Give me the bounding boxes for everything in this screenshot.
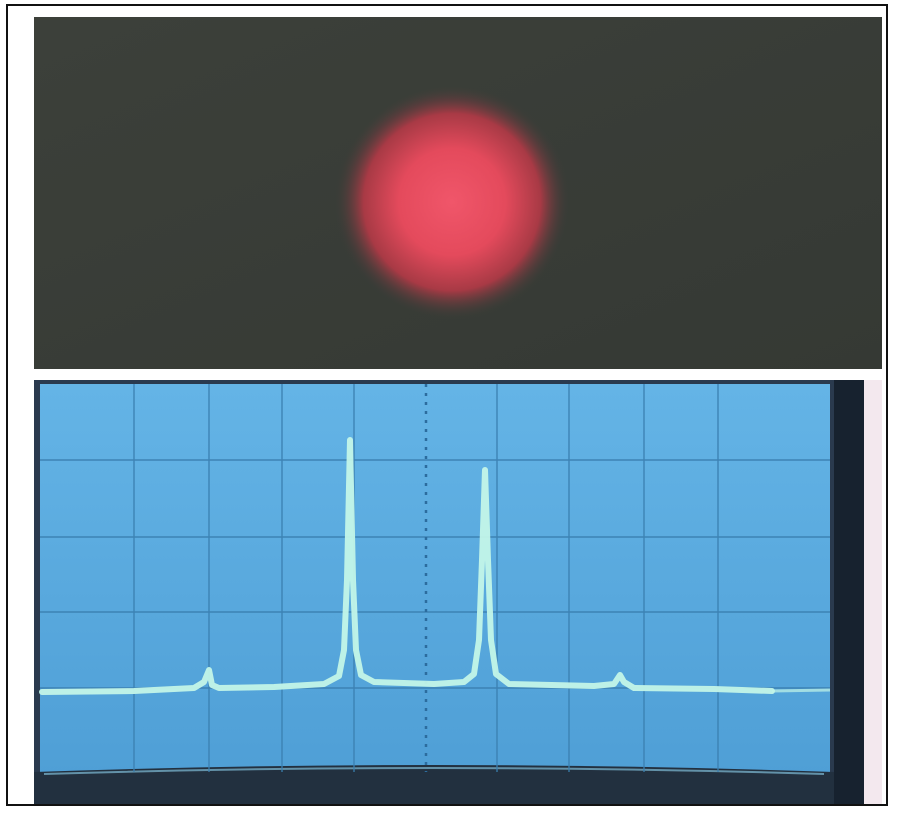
scope-trace (39, 437, 775, 695)
laser-spot-svg (34, 17, 882, 369)
oscilloscope-photo (34, 380, 882, 804)
oscilloscope-svg (34, 380, 882, 804)
laser-spot (334, 84, 570, 320)
laser-spot-photo (34, 17, 882, 369)
scope-screen (40, 384, 830, 774)
